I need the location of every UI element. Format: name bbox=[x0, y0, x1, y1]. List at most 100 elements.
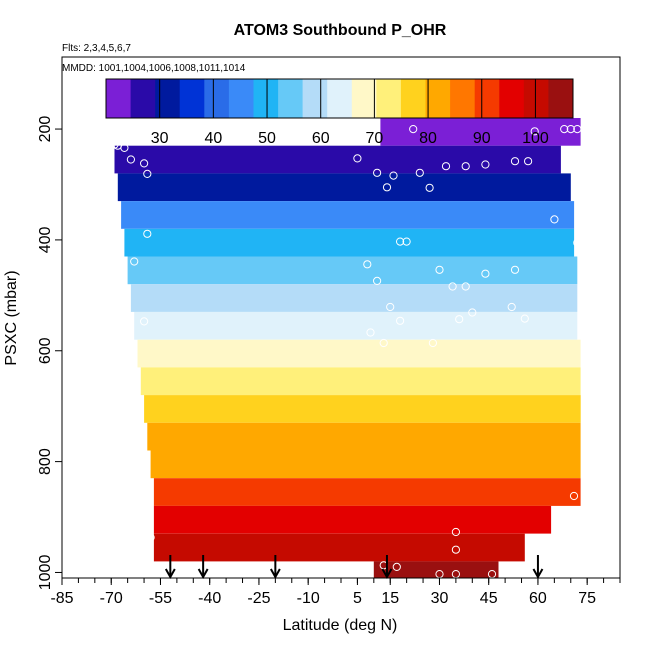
heat-band-9 bbox=[137, 339, 581, 368]
observation-point-47 bbox=[569, 491, 579, 501]
x-tick-label: 15 bbox=[381, 590, 399, 607]
observation-point-16 bbox=[510, 157, 520, 166]
heat-band-17 bbox=[373, 561, 499, 578]
colorbar-swatch-5 bbox=[204, 79, 230, 118]
flight-marker-head bbox=[269, 568, 281, 580]
dates-label: MMDD: 1001,1004,1006,1008,1011,1014 bbox=[62, 63, 246, 74]
heat-band-1 bbox=[380, 118, 581, 146]
flight-marker-arrow-1 bbox=[164, 555, 176, 580]
observation-point-44 bbox=[507, 302, 516, 312]
observation-point-48 bbox=[451, 527, 460, 537]
colorbar-tick-label: 60 bbox=[312, 130, 330, 147]
colorbar-swatch-12 bbox=[376, 79, 402, 118]
colorbar-swatch-13 bbox=[400, 79, 426, 118]
flight-marker-arrow-4 bbox=[381, 555, 393, 580]
observation-point-3 bbox=[120, 143, 129, 152]
x-tick-label: 60 bbox=[529, 590, 547, 607]
observation-point-49 bbox=[451, 545, 460, 554]
observation-point-41 bbox=[428, 338, 437, 348]
observation-point-32 bbox=[481, 269, 490, 278]
y-tick-label: 1000 bbox=[37, 555, 54, 591]
colorbar-swatch-17 bbox=[499, 79, 525, 118]
flight-marker-head bbox=[164, 568, 176, 580]
x-tick-label: -70 bbox=[100, 590, 123, 607]
observation-point-39 bbox=[386, 302, 395, 312]
observation-point-11 bbox=[415, 168, 424, 177]
colorbar-swatch-18 bbox=[523, 79, 549, 118]
observation-point-40 bbox=[396, 316, 405, 325]
colorbar-swatch-14 bbox=[425, 79, 451, 118]
y-tick-label: 600 bbox=[37, 337, 54, 364]
flight-marker-arrow-3 bbox=[269, 555, 281, 580]
heat-band-10 bbox=[140, 367, 581, 396]
x-tick-label: -55 bbox=[149, 590, 172, 607]
observation-point-4 bbox=[126, 155, 135, 164]
chart-title: ATOM3 Southbound P_OHR bbox=[234, 22, 447, 39]
flight-marker-head bbox=[197, 568, 209, 580]
x-axis-label: Latitude (deg N) bbox=[283, 617, 398, 634]
observation-point-26 bbox=[373, 276, 382, 285]
observation-point-31 bbox=[461, 282, 470, 291]
observation-point-24 bbox=[130, 257, 139, 266]
observation-point-1 bbox=[110, 140, 119, 149]
observation-point-21 bbox=[573, 125, 582, 134]
colorbar: 30 40 50 60 70 80 90 100 bbox=[105, 78, 574, 147]
colorbar-swatch-2 bbox=[130, 79, 156, 118]
observation-point-8 bbox=[373, 168, 382, 177]
heat-band-5 bbox=[124, 228, 575, 257]
heat-band-15 bbox=[153, 505, 552, 534]
observation-point-28 bbox=[402, 237, 411, 246]
heat-band-6 bbox=[127, 256, 578, 285]
heat-band-13 bbox=[150, 450, 581, 479]
colorbar-swatch-7 bbox=[253, 79, 279, 118]
observation-point-46 bbox=[146, 533, 155, 542]
x-tick-label: -10 bbox=[297, 590, 320, 607]
heat-band-11 bbox=[144, 395, 581, 423]
x-tick-label: 30 bbox=[431, 590, 449, 607]
colorbar-swatch-19 bbox=[548, 79, 574, 118]
observation-point-51 bbox=[392, 562, 401, 572]
observation-point-5 bbox=[140, 159, 149, 168]
x-tick-label: 5 bbox=[353, 590, 362, 607]
observation-point-10 bbox=[389, 171, 398, 180]
colorbar-swatch-4 bbox=[179, 79, 205, 118]
observation-point-34 bbox=[550, 215, 559, 224]
colorbar-swatch-1 bbox=[106, 79, 131, 118]
observation-point-35 bbox=[573, 238, 582, 247]
colorbar-tick-label: 80 bbox=[419, 130, 437, 147]
colorbar-tick-label: 30 bbox=[151, 130, 169, 147]
observation-point-6 bbox=[143, 169, 152, 178]
flight-marker-arrow-5 bbox=[532, 555, 544, 580]
flight-marker-arrow-2 bbox=[197, 555, 209, 580]
observation-point-27 bbox=[396, 237, 405, 246]
observation-point-42 bbox=[455, 315, 464, 324]
observation-point-43 bbox=[468, 308, 477, 317]
colorbar-swatch-6 bbox=[228, 79, 254, 118]
colorbar-swatch-11 bbox=[351, 79, 377, 118]
axes: -85 -70 -55 -40 -25 -10 5 15 30 45 60 75 200 400 600 80… bbox=[37, 56, 621, 607]
x-tick-label: 45 bbox=[480, 590, 498, 607]
observation-point-12 bbox=[425, 183, 434, 192]
plot-area bbox=[110, 118, 582, 579]
x-tick-label: -40 bbox=[198, 590, 221, 607]
heat-band-7 bbox=[130, 284, 578, 312]
observation-point-9 bbox=[382, 183, 392, 192]
colorbar-tick-label: 90 bbox=[473, 130, 491, 147]
heat-band-4 bbox=[121, 201, 575, 229]
observation-point-25 bbox=[363, 260, 372, 269]
observation-point-15 bbox=[481, 160, 490, 169]
colorbar-frame bbox=[105, 78, 574, 119]
x-tick-label: 75 bbox=[578, 590, 596, 607]
colorbar-tick-label: 100 bbox=[522, 130, 549, 147]
observation-point-36 bbox=[140, 317, 149, 326]
observation-point-38 bbox=[379, 338, 388, 348]
colorbar-tick-label: 50 bbox=[258, 130, 276, 147]
observation-point-29 bbox=[435, 265, 444, 274]
observation-point-7 bbox=[353, 154, 362, 163]
colorbar-swatch-8 bbox=[278, 79, 304, 118]
heat-band-2 bbox=[114, 145, 561, 174]
observation-point-13 bbox=[441, 162, 451, 171]
observation-point-30 bbox=[448, 282, 457, 291]
observation-point-17 bbox=[524, 157, 533, 166]
